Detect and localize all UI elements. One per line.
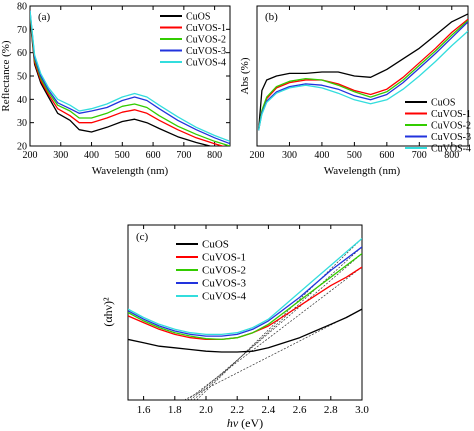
panel-a-y-tick-label: 40	[17, 95, 27, 106]
panel-c-x-axis-label: hν (eV)	[227, 416, 263, 430]
panel-a-y-tick-label: 60	[17, 48, 27, 59]
panel-c-legend-label: CuVOS-1	[202, 252, 246, 264]
panel-c-legend-label: CuVOS-3	[202, 278, 247, 290]
panel-c-x-tick-label: 2.6	[293, 404, 307, 416]
panel-a-x-tick-label: 800	[207, 150, 222, 161]
panel-c-x-tick-label: 2.4	[262, 404, 276, 416]
panel-b-x-tick-label: 800	[444, 150, 459, 161]
panel-b: (b) 200 300 400 500 600 700 800 Wavelength (nm…	[239, 5, 471, 177]
panel-b-x-tick-label: 700	[412, 150, 427, 161]
panel-c: (c) 1.6 1.8 2.0 2.2 2.4 2.6 2.8 3.0 hν (eV) (αh…	[101, 224, 369, 430]
panel-c-x-tick-label: 1.6	[137, 404, 151, 416]
panel-a-grid-ticks: 200 300 400 500 600 700 800 20 30 40 50 60 70 80	[17, 2, 230, 161]
panel-a-series-cuvos-1	[30, 15, 225, 146]
panel-a-legend-label: CuVOS-4	[186, 58, 226, 69]
panel-a-legend-label: CuVOS-3	[186, 46, 226, 57]
panel-a-series-cuvos-3	[30, 10, 230, 145]
panel-b-x-tick-label: 400	[314, 150, 329, 161]
panel-b-legend-label: CuVOS-1	[431, 109, 471, 120]
panel-a-legend-label: CuVOS-1	[186, 23, 226, 34]
panel-c-legend-label: CuVOS-2	[202, 265, 246, 277]
panel-c-x-tick-label: 3.0	[355, 404, 369, 416]
panel-a: (a) 200 300 400 500 600 700 80020304050607080 …	[0, 2, 231, 177]
panel-a-x-tick-label: 500	[115, 150, 130, 161]
panel-a-series-cuvos-2	[30, 12, 230, 146]
panel-c-series-cuvos-2	[128, 253, 362, 341]
panel-a-y-tick-label: 80	[17, 2, 27, 13]
panel-a-y-tick-label: 50	[17, 72, 27, 83]
panel-c-series-cuvos-3	[128, 246, 362, 337]
panel-a-x-tick-label: 200	[23, 150, 38, 161]
panel-b-legend-label: CuVOS-3	[431, 132, 471, 143]
panel-b-tag: (b)	[265, 11, 278, 23]
panel-c-tangent-line	[190, 253, 362, 400]
panel-b-legend-label: CuVOS-4	[431, 144, 471, 155]
panel-c-x-tick-label: 1.8	[168, 404, 182, 416]
panel-c-tag: (c)	[136, 231, 149, 243]
panel-c-y-axis-label: (αhν)²	[101, 297, 115, 327]
panel-b-x-tick-label: 500	[347, 150, 362, 161]
panel-c-series	[128, 238, 362, 353]
panel-b-series-cuvos-3	[257, 21, 468, 131]
panel-a-tag: (a)	[38, 11, 51, 23]
panel-c-tangent-line	[187, 266, 362, 400]
panel-b-x-tick-label: 600	[379, 150, 394, 161]
panel-a-x-tick-label: 300	[53, 150, 68, 161]
panel-a-series-cuvos-4	[30, 10, 230, 142]
panel-a-legend-label: CuOS	[186, 12, 210, 23]
panel-b-grid-ticks: 200 300 400 500 600 700 800	[250, 6, 459, 161]
panel-a-y-tick-label: 30	[17, 118, 27, 129]
panel-c-legend-label: CuVOS-4	[202, 291, 247, 303]
panel-c-grid-ticks: 1.6 1.8 2.0 2.2 2.4 2.6 2.8 3.0	[137, 225, 369, 416]
panel-a-y-axis-label: Reflectance (%)	[0, 40, 12, 111]
panel-c-legend-label: CuOS	[202, 239, 229, 251]
panel-a-series	[30, 10, 230, 146]
panel-a-legend-label: CuVOS-2	[186, 35, 226, 46]
panel-b-x-axis-label: Wavelength (nm)	[324, 165, 401, 177]
panel-a-series-cuos	[30, 17, 213, 146]
panel-a-y-tick-label: 20	[17, 142, 27, 153]
panel-b-x-tick-label: 300	[282, 150, 297, 161]
panel-c-x-tick-label: 2.0	[199, 404, 213, 416]
panel-a-x-tick-label: 700	[176, 150, 191, 161]
panel-c-series-cuvos-4	[128, 238, 362, 336]
panel-c-tangent-line	[193, 246, 362, 400]
panel-a-y-tick-label: 70	[17, 25, 27, 36]
panel-b-legend-label: CuVOS-2	[431, 121, 471, 132]
panel-c-x-tick-label: 2.8	[324, 404, 338, 416]
panel-b-series-cuvos-4	[257, 30, 468, 131]
panel-c-series-cuos	[128, 308, 362, 353]
panel-b-series-cuos	[257, 13, 468, 131]
panel-b-y-axis-label: Abs (%)	[239, 57, 251, 94]
panel-b-legend-label: CuOS	[431, 98, 455, 109]
panel-a-x-axis-label: Wavelength (nm)	[92, 165, 169, 177]
panel-b-series-cuvos-1	[257, 18, 468, 131]
panel-b-series-cuvos-2	[257, 20, 468, 131]
panel-a-x-tick-label: 400	[84, 150, 99, 161]
panel-b-series	[257, 13, 468, 131]
panel-a-x-tick-label: 600	[146, 150, 161, 161]
panel-b-frame	[256, 5, 469, 147]
panel-c-x-tick-label: 2.2	[230, 404, 244, 416]
panel-b-x-tick-label: 200	[250, 150, 265, 161]
